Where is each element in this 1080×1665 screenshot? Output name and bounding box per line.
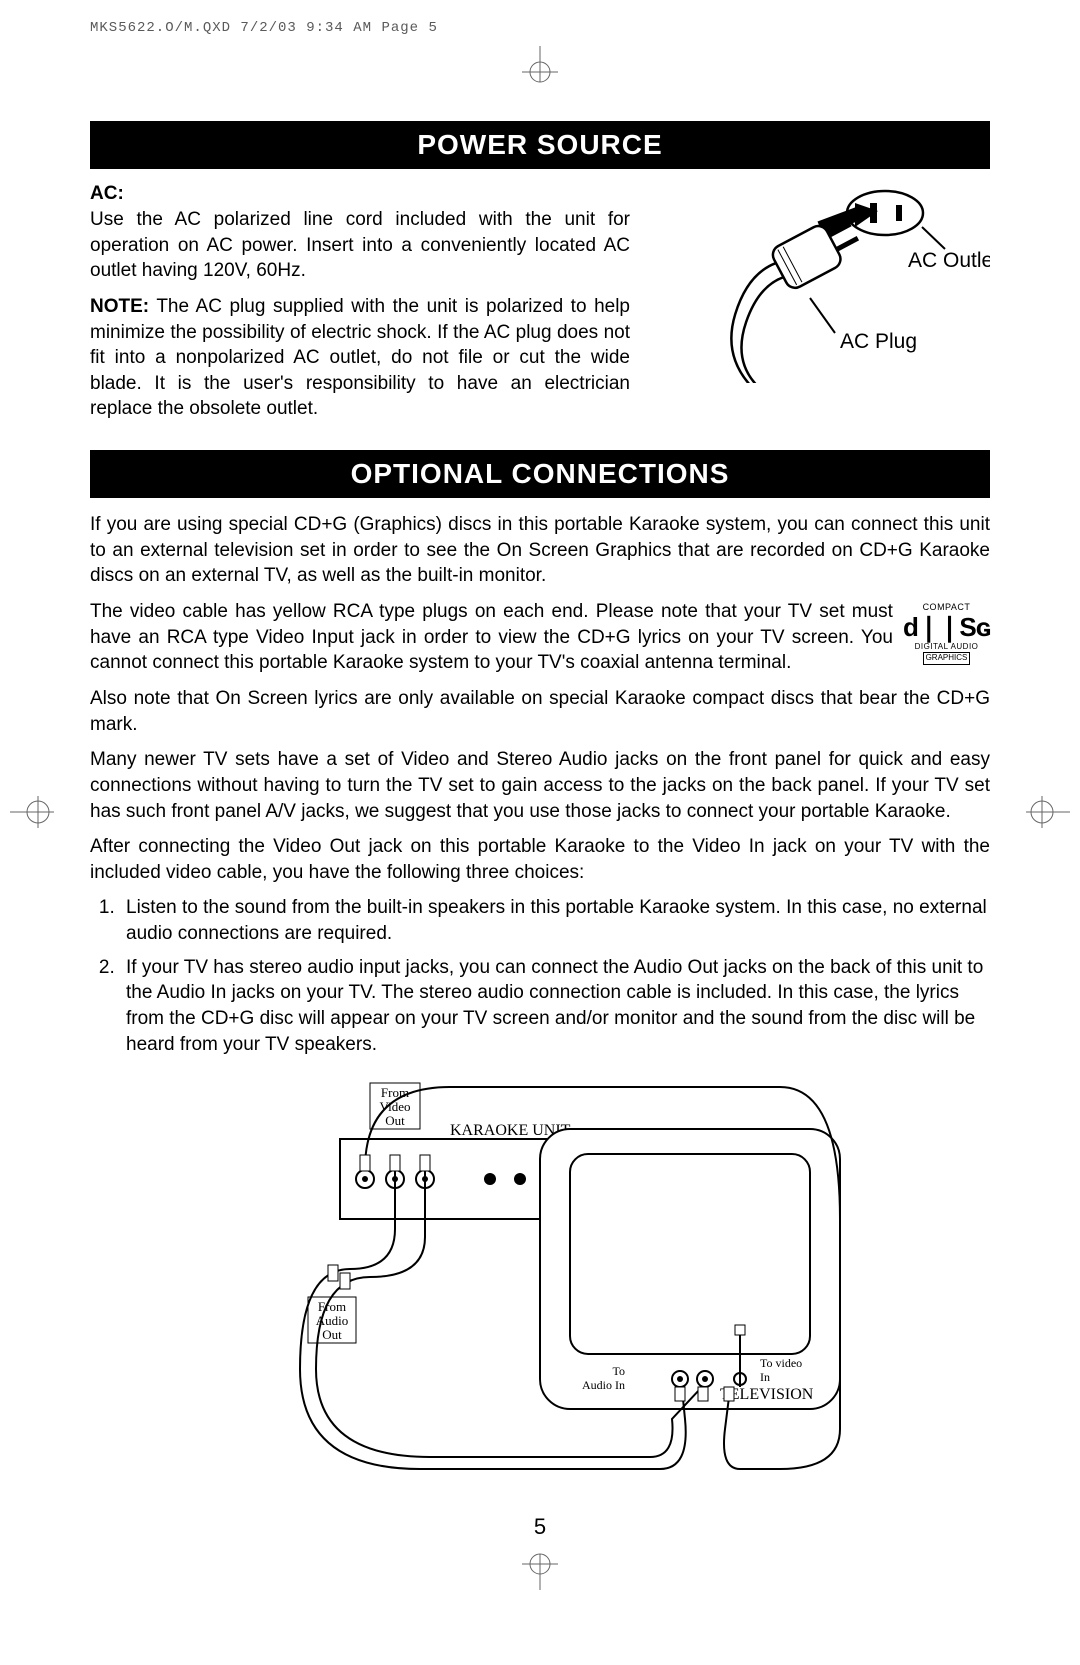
page-number: 5 [90,1514,990,1540]
heading-power-source: POWER SOURCE [90,121,990,169]
heading-optional-connections: OPTIONAL CONNECTIONS [90,450,990,498]
svg-text:From: From [381,1085,409,1100]
svg-text:Out: Out [322,1327,342,1342]
optional-p5: After connecting the Video Out jack on t… [90,834,990,885]
power-source-p2: The AC plug supplied with the unit is po… [90,296,630,420]
ac-label: AC: [90,183,630,205]
crop-mark-bottom [90,1550,990,1595]
ac-plug-label: AC Plug [840,330,917,353]
print-header: MKS5622.O/M.QXD 7/2/03 9:34 AM Page 5 [90,20,990,36]
optional-p1: If you are using special CD+G (Graphics)… [90,512,990,589]
cdg-logo: COMPACT d❘❘Sɢ DIGITAL AUDIO GRAPHICS [903,603,990,665]
svg-text:Audio In: Audio In [582,1378,625,1392]
crop-mark-left [10,790,54,839]
optional-li2: If your TV has stereo audio input jacks,… [120,955,990,1058]
cdg-logo-da: DIGITAL AUDIO [903,643,990,652]
ac-plug-diagram: AC Outlet AC Plug [650,183,990,388]
crop-mark-top [90,46,990,91]
optional-p3: Also note that On Screen lyrics are only… [90,686,990,737]
note-label: NOTE: [90,296,149,317]
ac-outlet-label: AC Outlet [908,249,990,272]
optional-p4: Many newer TV sets have a set of Video a… [90,747,990,824]
svg-text:Out: Out [385,1113,405,1128]
power-source-p1: Use the AC polarized line cord included … [90,207,630,284]
svg-text:To: To [613,1364,626,1378]
cdg-logo-mid: d❘❘Sɢ [903,613,990,642]
svg-text:In: In [760,1370,770,1384]
crop-mark-right [1026,790,1070,839]
optional-p2: The video cable has yellow RCA type plug… [90,599,990,676]
optional-li1: Listen to the sound from the built-in sp… [120,895,990,946]
cdg-logo-bot: GRAPHICS [923,652,971,665]
svg-text:To video: To video [760,1356,802,1370]
svg-text:From: From [318,1299,346,1314]
connection-diagram: KARAOKE UNIT TELEVISION To Audio In To v… [90,1069,990,1494]
power-source-note: NOTE: The AC plug supplied with the unit… [90,294,630,422]
